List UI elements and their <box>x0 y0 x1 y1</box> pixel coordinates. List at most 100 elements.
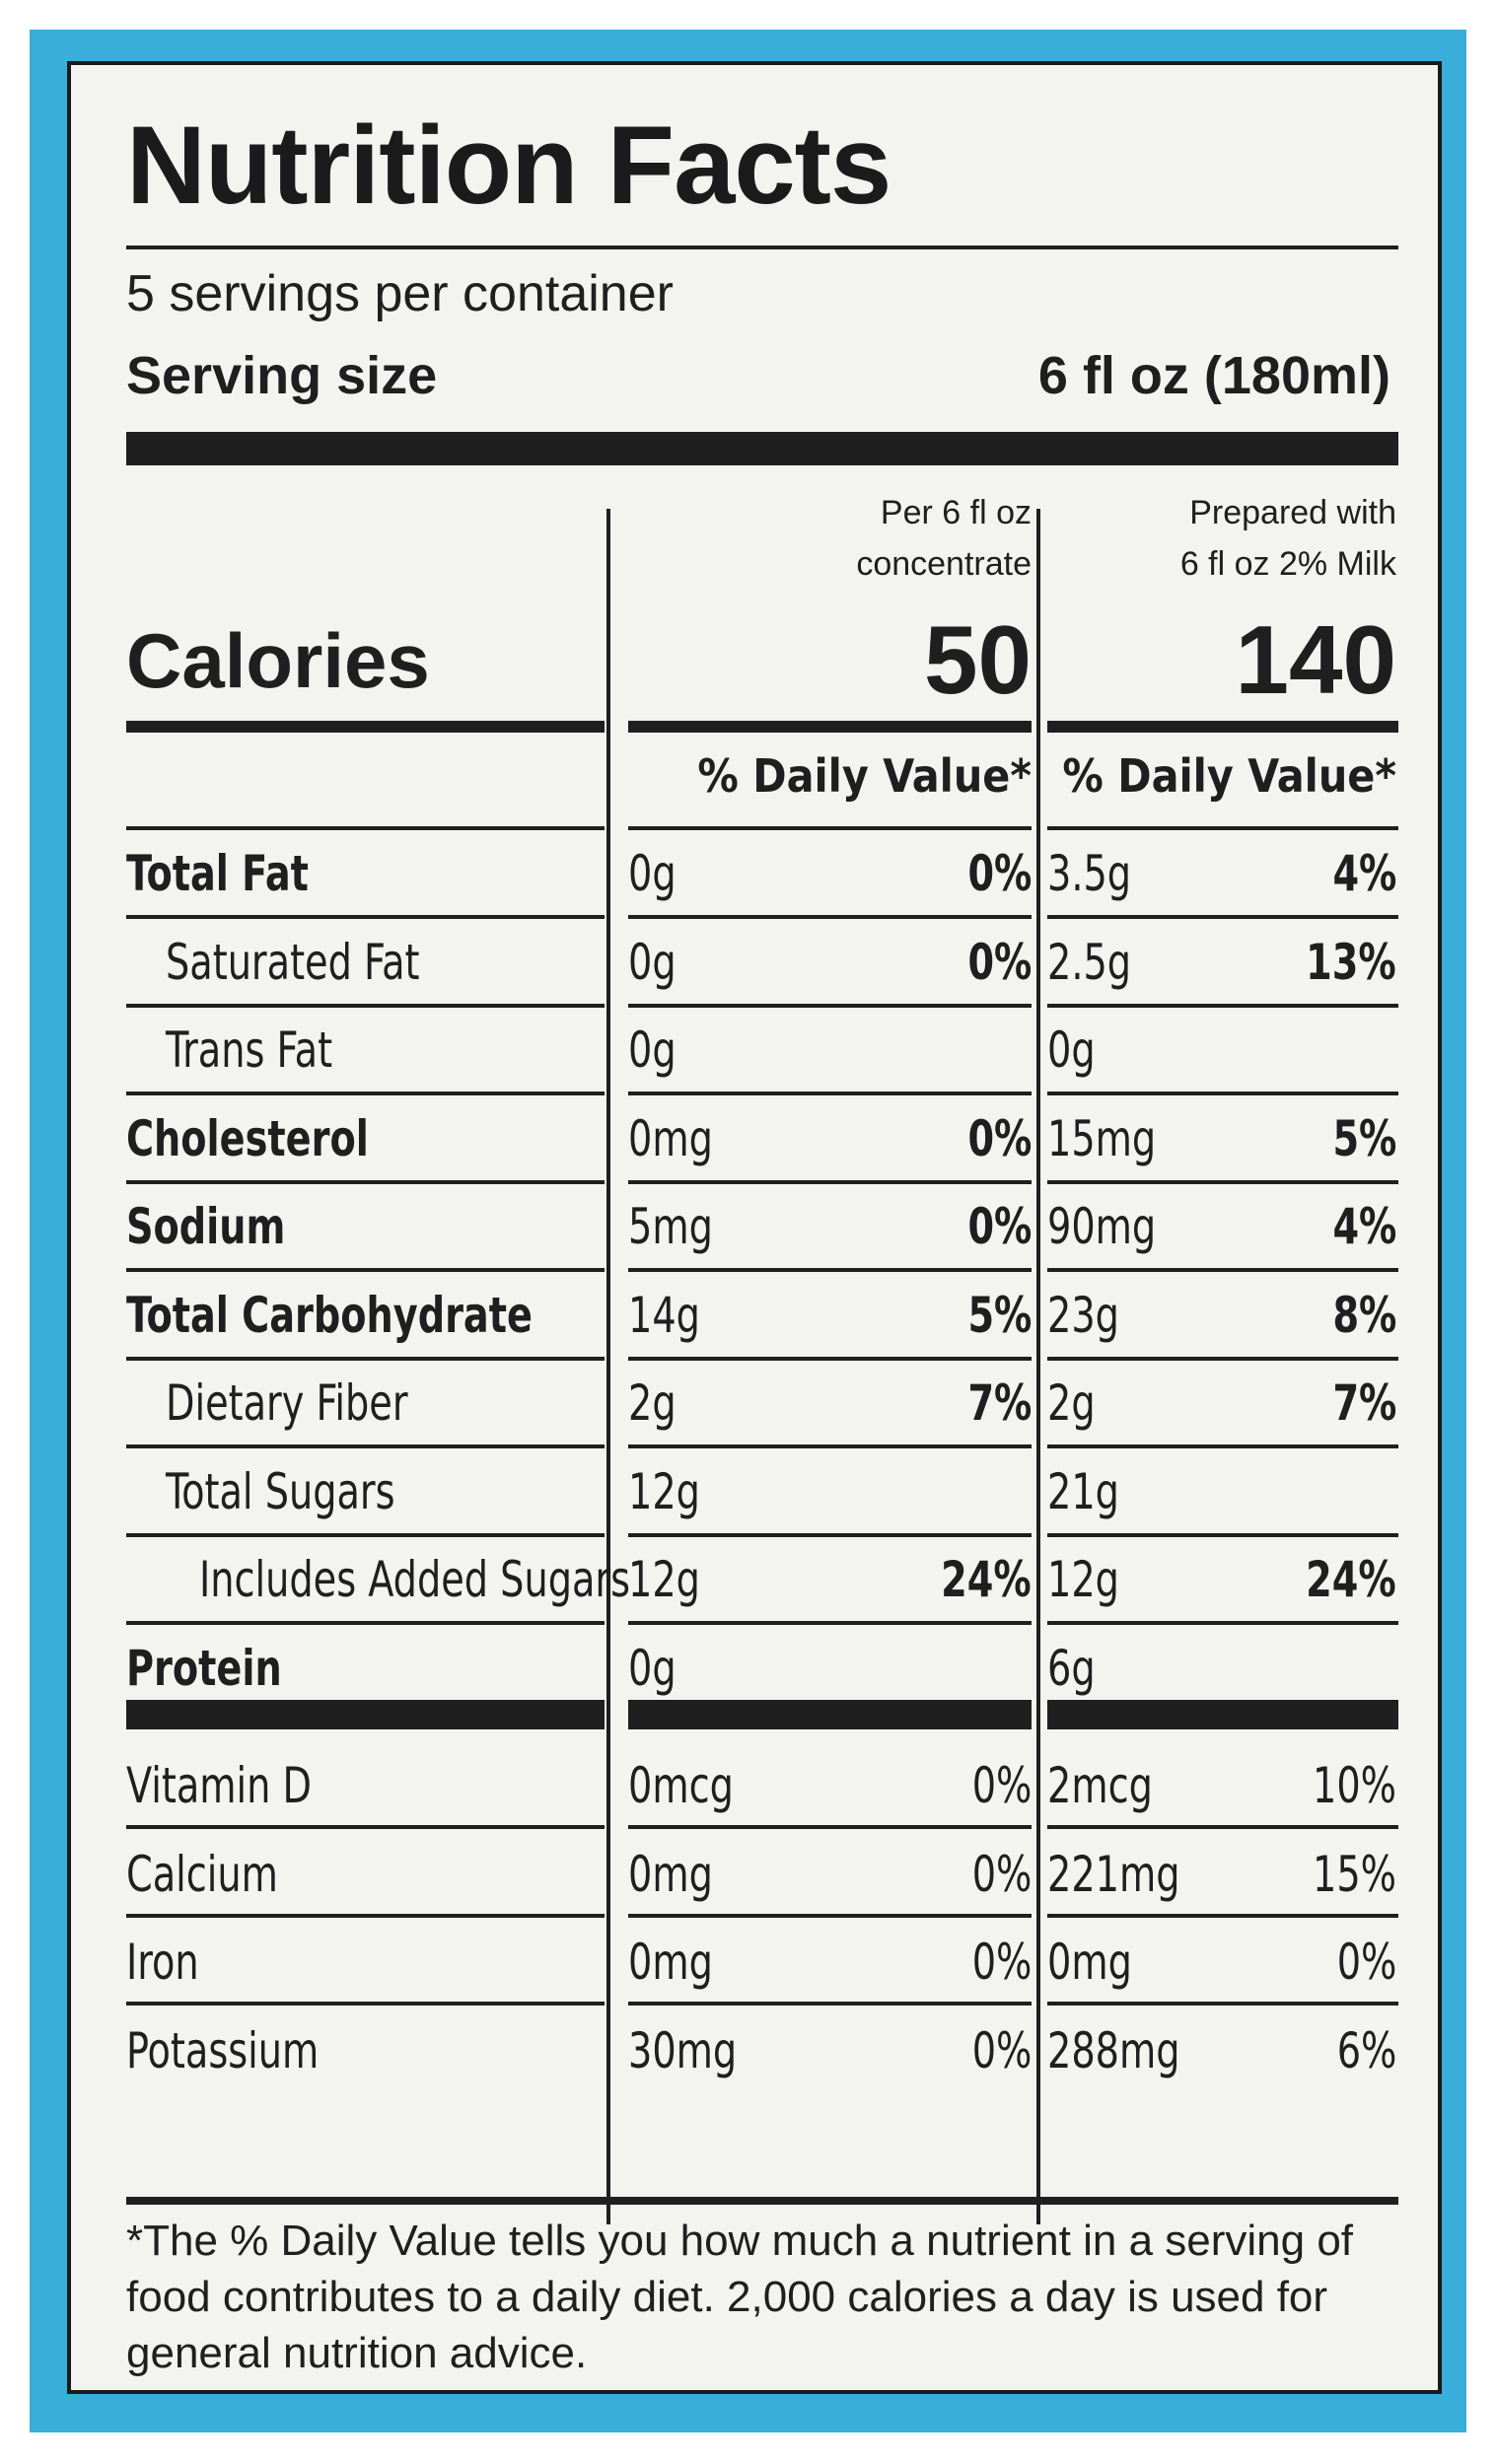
calories-rule-col2 <box>1047 721 1398 733</box>
col1-header-line2: concentrate <box>856 545 1032 583</box>
col2-amount: 2g <box>1047 1374 1096 1432</box>
col1-amount: 30mg <box>628 2022 738 2079</box>
col1-amount: 0g <box>628 1021 677 1079</box>
vitamin-row-rule-col1 <box>628 2001 1032 2006</box>
col2-amount: 221mg <box>1047 1846 1180 1903</box>
col2-daily-value: 6% <box>1336 2022 1396 2079</box>
calories-rule-left <box>126 721 605 733</box>
col1-daily-value: 5% <box>967 1287 1032 1344</box>
col1-header-line1: Per 6 fl oz <box>880 494 1032 531</box>
col1-daily-value: 24% <box>941 1551 1032 1608</box>
nutrient-row-rule-col2 <box>1047 1003 1398 1008</box>
col2-daily-value: 10% <box>1313 1757 1396 1814</box>
vitamin-bar-rule-left <box>126 1700 605 1729</box>
col2-amount: 6g <box>1047 1640 1096 1697</box>
col2-daily-value: 4% <box>1332 845 1396 902</box>
col2-amount: 2.5g <box>1047 934 1132 991</box>
col1-daily-value: 7% <box>967 1374 1032 1432</box>
nutrient-row-rule-left <box>126 1179 605 1184</box>
vitamin-row-rule-col2 <box>1047 1913 1398 1918</box>
nutrient-name: Saturated Fat <box>166 934 420 991</box>
divider-thick <box>126 432 1398 465</box>
col1-amount: 0mcg <box>628 1757 734 1814</box>
col2-amount: 21g <box>1047 1463 1119 1520</box>
nutrient-name: Trans Fat <box>166 1021 333 1079</box>
col2-header-line1: Prepared with <box>1189 494 1396 531</box>
vitamin-name: Iron <box>126 1934 199 1991</box>
nutrient-row-rule-left <box>126 1532 605 1537</box>
col2-amount: 23g <box>1047 1287 1119 1344</box>
col2-daily-value: 24% <box>1306 1551 1396 1608</box>
col2-daily-value: 0% <box>1336 1934 1396 1991</box>
vitamin-bar-rule-col2 <box>1047 1700 1398 1729</box>
nutrient-row-rule-left <box>126 1443 605 1448</box>
dv-header-rule-col2 <box>1047 826 1398 830</box>
col1-amount: 0mg <box>628 1934 713 1991</box>
col1-calories: 50 <box>923 605 1032 714</box>
col1-amount: 12g <box>628 1463 700 1520</box>
col2-amount: 12g <box>1047 1551 1119 1608</box>
col1-amount: 0g <box>628 845 677 902</box>
col1-amount: 2g <box>628 1374 677 1432</box>
nutrient-name: Protein <box>126 1640 282 1697</box>
vitamin-row-rule-left <box>126 1824 605 1829</box>
vitamin-row-rule-col2 <box>1047 2001 1398 2006</box>
col2-amount: 288mg <box>1047 2022 1180 2079</box>
nutrient-name: Cholesterol <box>126 1110 369 1167</box>
col1-daily-value: 0% <box>967 934 1032 991</box>
vitamin-row-rule-col1 <box>628 1913 1032 1918</box>
panel-title: Nutrition Facts <box>126 104 891 227</box>
nutrient-row-rule-col1 <box>628 1620 1032 1625</box>
col2-header-line2: 6 fl oz 2% Milk <box>1179 545 1396 583</box>
col2-calories: 140 <box>1235 605 1396 714</box>
col2-amount: 90mg <box>1047 1198 1157 1255</box>
col2-daily-value: 8% <box>1332 1287 1396 1344</box>
nutrient-name: Includes Added Sugars <box>199 1551 631 1608</box>
col1-amount: 5mg <box>628 1198 713 1255</box>
col1-daily-value: 0% <box>967 1198 1032 1255</box>
nutrient-row-rule-col2 <box>1047 1179 1398 1184</box>
nutrient-row-rule-col1 <box>628 1003 1032 1008</box>
nutrient-name: Total Carbohydrate <box>126 1287 533 1344</box>
vitamin-row-rule-left <box>126 2001 605 2006</box>
column-divider-1 <box>606 509 610 2224</box>
col2-daily-value: 13% <box>1306 934 1396 991</box>
nutrient-row-rule-col1 <box>628 914 1032 919</box>
nutrition-facts-panel: Nutrition Facts 5 servings per container… <box>67 61 1442 2394</box>
dv-header-rule-col1 <box>628 826 1032 830</box>
col2-daily-value: 7% <box>1332 1374 1396 1432</box>
vitamin-row-rule-left <box>126 1913 605 1918</box>
nutrient-row-rule-left <box>126 1356 605 1361</box>
nutrient-name: Sodium <box>126 1198 286 1255</box>
col1-daily-value: 0% <box>971 2022 1032 2079</box>
column-divider-2 <box>1036 509 1040 2224</box>
col1-amount: 12g <box>628 1551 700 1608</box>
nutrient-row-rule-left <box>126 1091 605 1095</box>
nutrient-row-rule-col1 <box>628 1091 1032 1095</box>
col1-daily-value: 0% <box>971 1757 1032 1814</box>
col2-amount: 15mg <box>1047 1110 1157 1167</box>
footnote: *The % Daily Value tells you how much a … <box>126 2217 1354 2377</box>
col1-amount: 0g <box>628 1640 677 1697</box>
nutrient-row-rule-col1 <box>628 1356 1032 1361</box>
col2-daily-value: 4% <box>1332 1198 1396 1255</box>
col1-daily-value: 0% <box>971 1846 1032 1903</box>
col2-amount: 0g <box>1047 1021 1096 1079</box>
col2-amount: 3.5g <box>1047 845 1132 902</box>
nutrient-row-rule-col2 <box>1047 1267 1398 1272</box>
nutrient-row-rule-col2 <box>1047 1532 1398 1537</box>
col2-dv-header: % Daily Value* <box>1062 749 1396 803</box>
nutrient-row-rule-col1 <box>628 1532 1032 1537</box>
nutrient-name: Dietary Fiber <box>166 1374 408 1432</box>
col1-daily-value: 0% <box>967 1110 1032 1167</box>
col2-daily-value: 15% <box>1313 1846 1396 1903</box>
divider-thin <box>126 246 1398 249</box>
nutrient-row-rule-col2 <box>1047 1443 1398 1448</box>
vitamin-name: Potassium <box>126 2022 320 2079</box>
col1-dv-header: % Daily Value* <box>697 749 1032 803</box>
nutrient-row-rule-left <box>126 1267 605 1272</box>
nutrient-row-rule-left <box>126 1620 605 1625</box>
nutrient-row-rule-left <box>126 1003 605 1008</box>
footnote-rule <box>126 2197 1398 2205</box>
serving-size-value: 6 fl oz (180ml) <box>1037 346 1390 405</box>
